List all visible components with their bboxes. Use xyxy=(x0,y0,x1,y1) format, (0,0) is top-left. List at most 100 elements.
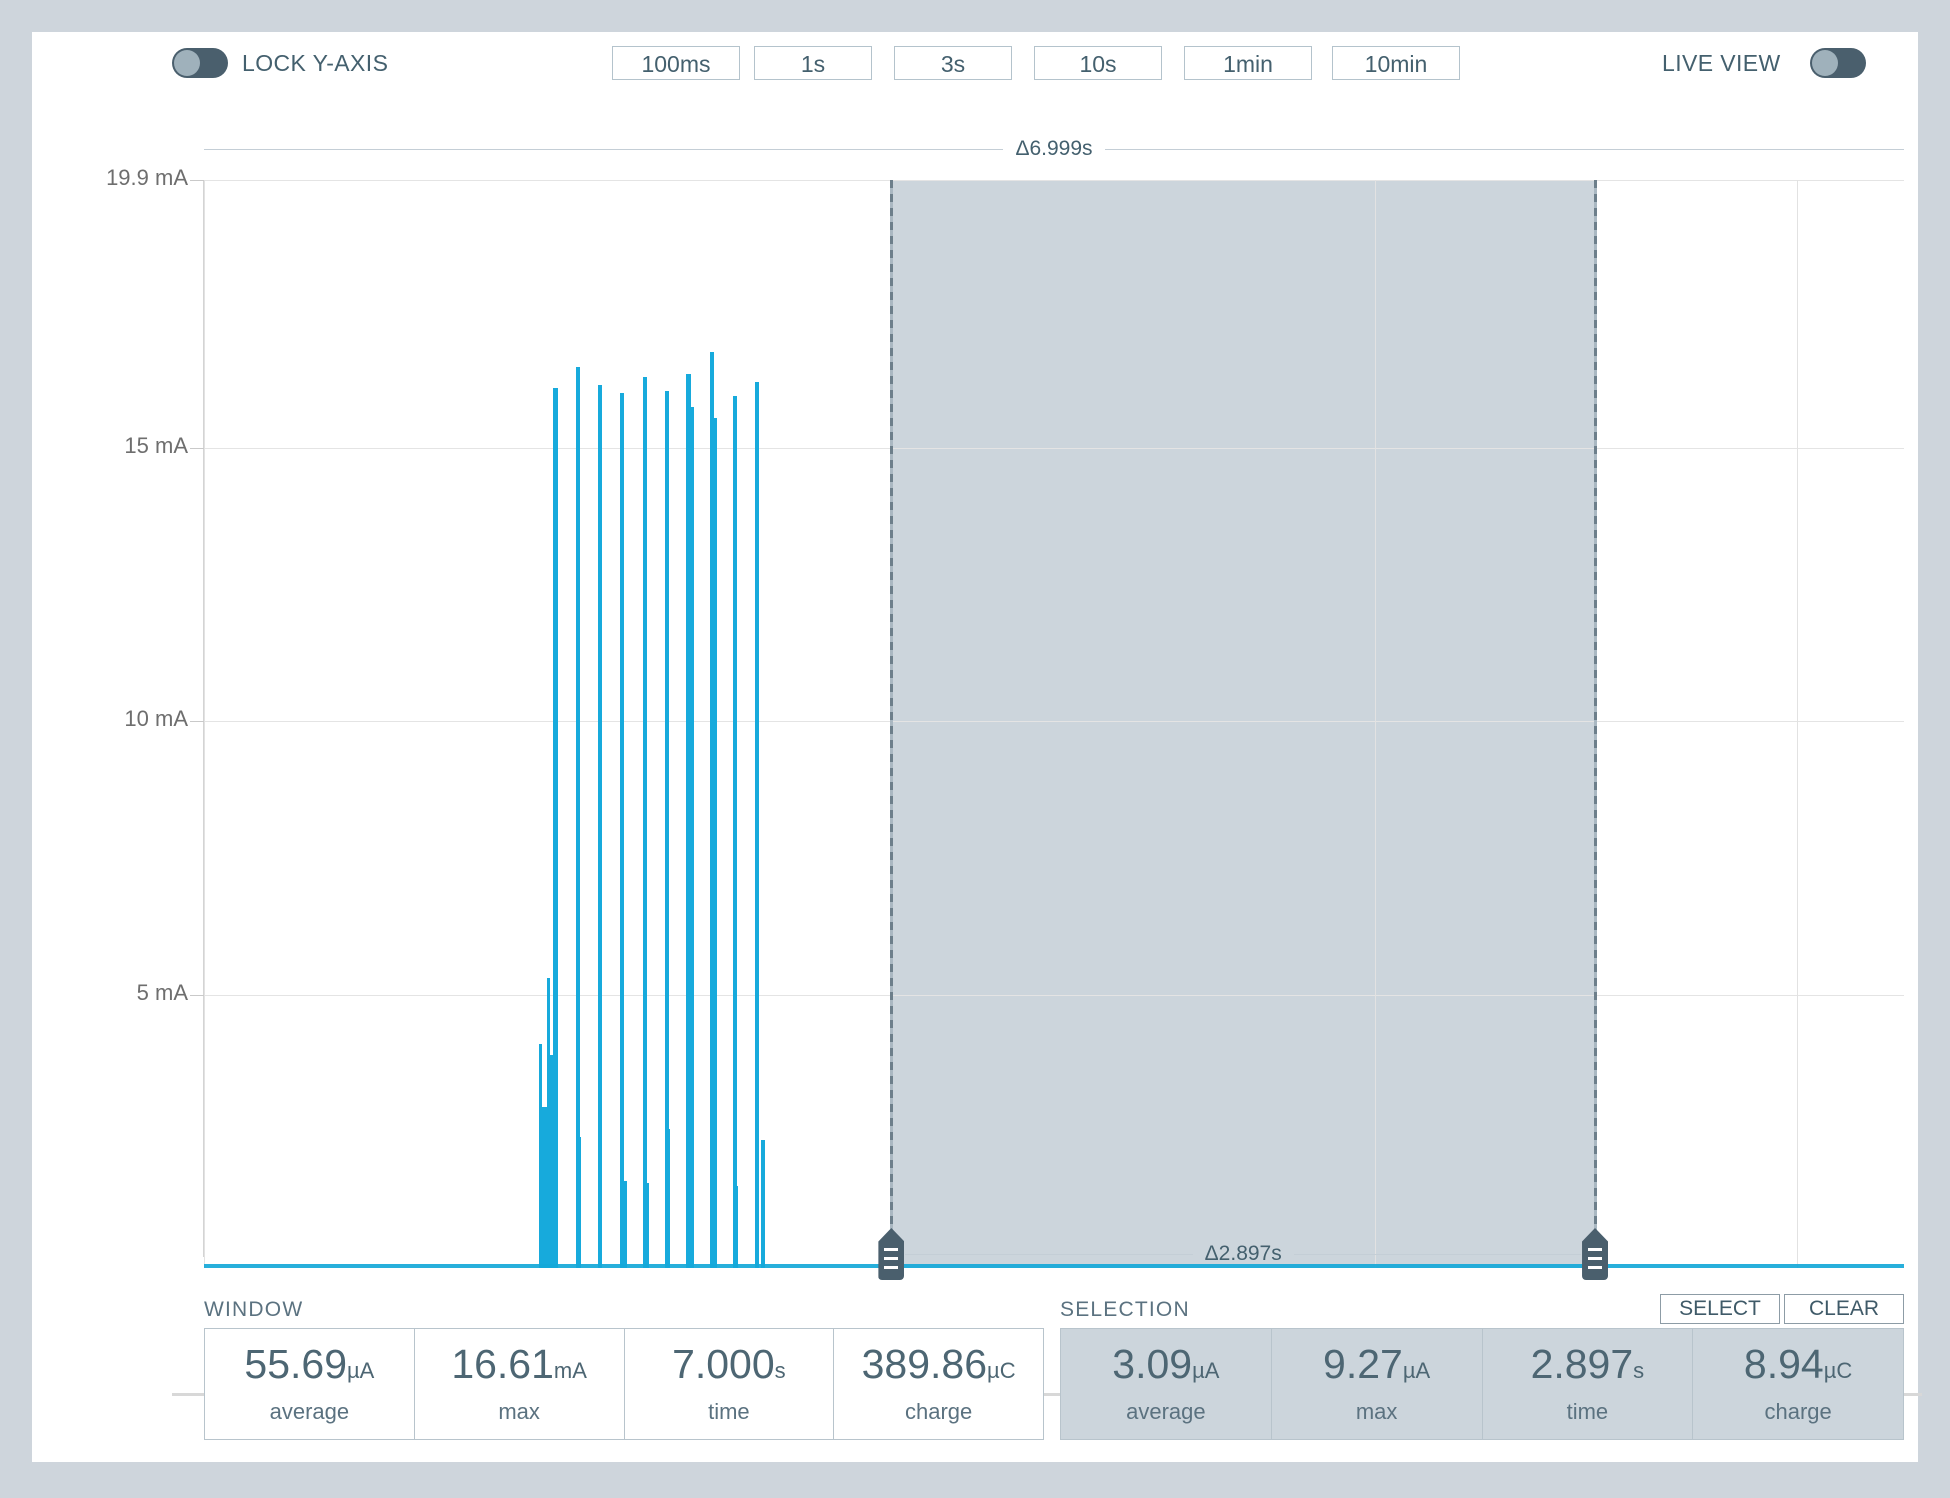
current-spike xyxy=(538,1043,542,1268)
y-axis-tick-label: 15 mA xyxy=(124,432,188,458)
stat-cell-charge: 8.94µC charge xyxy=(1693,1329,1903,1439)
stat-cell-average: 55.69µA average xyxy=(205,1329,415,1439)
stat-value: 3.09µA xyxy=(1112,1340,1220,1387)
clear-selection-button[interactable]: CLEAR xyxy=(1784,1294,1904,1324)
current-spike xyxy=(577,1136,581,1268)
time-range-button-3s[interactable]: 3s xyxy=(894,46,1012,80)
time-range-button-1s[interactable]: 1s xyxy=(754,46,872,80)
live-view-toggle[interactable] xyxy=(1810,48,1866,78)
current-spike xyxy=(550,1054,554,1268)
window-duration-label: Δ6.999s xyxy=(1015,137,1093,160)
stat-value: 7.000s xyxy=(672,1343,786,1385)
vertical-gridline xyxy=(1797,180,1798,1268)
lock-y-axis-toggle[interactable] xyxy=(172,48,228,78)
selection-region[interactable] xyxy=(891,180,1596,1268)
current-spike xyxy=(541,1106,548,1268)
statistics-panel: WINDOW 55.69µA average 16.61mA max 7.000s tim… xyxy=(32,1294,1918,1448)
current-chart[interactable]: 19.9 mA 15 mA 10 mA 5 mA xyxy=(32,165,1922,1396)
current-spike xyxy=(597,385,602,1268)
current-spike xyxy=(643,1183,650,1268)
current-spike xyxy=(709,352,714,1268)
stat-value: 2.897s xyxy=(1530,1340,1645,1387)
selection-edge-left[interactable] xyxy=(890,180,894,1268)
toolbar: LOCK Y-AXIS 100ms 1s 3s 10s 1min 10min LIVE V… xyxy=(32,32,1918,94)
stat-cell-time: 2.897s time xyxy=(1483,1329,1694,1439)
stat-value: 9.27µA xyxy=(1323,1340,1431,1387)
y-axis-tick xyxy=(190,721,204,723)
selection-slider[interactable]: Δ2.897s xyxy=(32,1228,1918,1288)
toggle-knob xyxy=(1812,50,1838,76)
current-spike xyxy=(619,393,624,1268)
stat-cell-max: 9.27µA max xyxy=(1272,1329,1483,1439)
time-range-button-100ms[interactable]: 100ms xyxy=(612,46,740,80)
handle-grip-line xyxy=(1588,1248,1603,1251)
selection-handle-left[interactable] xyxy=(878,1228,905,1280)
stat-cell-max: 16.61mA max xyxy=(415,1329,625,1439)
stat-label: time xyxy=(708,1398,750,1424)
handle-body xyxy=(1582,1228,1609,1280)
select-all-button[interactable]: SELECT ALL xyxy=(1660,1294,1780,1348)
time-range-button-10s[interactable]: 10s xyxy=(1034,46,1162,80)
stat-cell-time: 7.000s time xyxy=(625,1329,835,1439)
current-spike xyxy=(552,387,558,1268)
current-spike xyxy=(642,376,647,1268)
current-spike xyxy=(686,374,692,1268)
current-spike xyxy=(664,390,669,1268)
trace-baseline xyxy=(204,1264,1904,1268)
stat-value: 55.69µA xyxy=(244,1343,375,1385)
stat-unit: µC xyxy=(987,1357,1016,1383)
horizontal-gridline xyxy=(204,994,1904,996)
handle-body xyxy=(878,1228,905,1280)
current-spike xyxy=(619,1180,627,1268)
selection-edge-right[interactable] xyxy=(1594,180,1598,1268)
handle-grip-line xyxy=(884,1257,899,1260)
time-range-button-10min[interactable]: 10min xyxy=(1332,46,1460,80)
stat-label: max xyxy=(498,1398,540,1424)
stat-label: average xyxy=(269,1398,350,1424)
stat-label: max xyxy=(1355,1398,1398,1424)
y-axis-tick xyxy=(190,447,204,449)
stat-unit: s xyxy=(1633,1357,1645,1383)
selection-duration-label: Δ2.897s xyxy=(1204,1242,1282,1265)
current-spike xyxy=(712,417,718,1268)
selection-stats-group: 3.09µA average 9.27µA max 2.897s time 8.94µC ch… xyxy=(1060,1328,1904,1440)
plot-area[interactable] xyxy=(204,180,1904,1268)
stat-unit: mA xyxy=(553,1357,587,1383)
current-spike xyxy=(732,395,737,1268)
stat-value: 8.94µC xyxy=(1743,1340,1853,1387)
stat-number: 16.61 xyxy=(451,1340,554,1387)
delta-line-right xyxy=(1104,148,1904,150)
stat-unit: µA xyxy=(1402,1357,1431,1383)
selection-duration-indicator: Δ2.897s xyxy=(905,1241,1582,1267)
selection-handle-right[interactable] xyxy=(1582,1228,1609,1280)
stat-number: 3.09 xyxy=(1112,1340,1193,1387)
stat-unit: µA xyxy=(347,1357,375,1383)
window-duration-indicator: Δ6.999s xyxy=(204,136,1904,162)
stat-number: 2.897 xyxy=(1530,1340,1634,1387)
current-spike xyxy=(666,1128,670,1268)
vertical-gridline xyxy=(1375,180,1376,1268)
handle-grip-line xyxy=(1588,1266,1603,1269)
stat-unit: µC xyxy=(1823,1357,1853,1383)
stat-label: charge xyxy=(904,1398,973,1424)
y-axis-tick xyxy=(190,994,204,996)
stat-label: time xyxy=(1566,1398,1609,1424)
delta-line-left xyxy=(905,1253,1193,1255)
vertical-gridline xyxy=(204,180,205,1268)
stat-unit: µA xyxy=(1192,1357,1220,1383)
stat-number: 389.86 xyxy=(861,1340,988,1387)
lock-y-axis-label: LOCK Y-AXIS xyxy=(242,50,389,76)
toggle-knob xyxy=(174,50,200,76)
current-spike xyxy=(733,1186,739,1268)
stat-label: charge xyxy=(1764,1398,1832,1424)
stat-number: 8.94 xyxy=(1743,1340,1824,1387)
current-spike xyxy=(547,978,551,1268)
window-stats-caption: WINDOW xyxy=(204,1298,304,1321)
handle-grip-line xyxy=(884,1266,899,1269)
time-range-button-1min[interactable]: 1min xyxy=(1184,46,1312,80)
handle-grip-line xyxy=(1588,1257,1603,1260)
x-axis-line xyxy=(172,1393,1922,1396)
stat-number: 9.27 xyxy=(1323,1340,1403,1387)
horizontal-gridline xyxy=(204,180,1904,181)
